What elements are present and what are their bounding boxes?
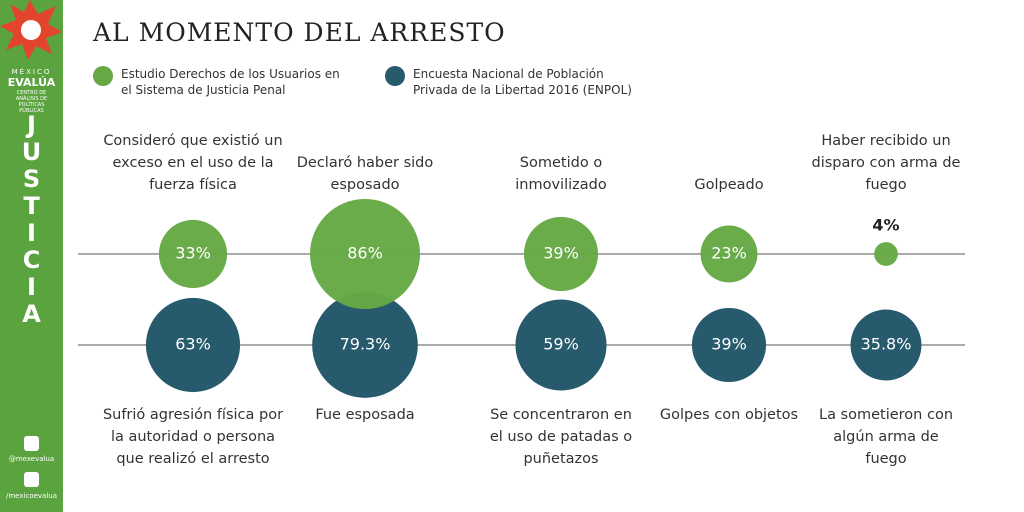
value-label: 39% xyxy=(543,244,579,263)
category-label: Haber recibido un disparo con arma de fu… xyxy=(811,133,961,193)
category-label: Sometido o inmovilizado xyxy=(515,155,607,193)
category-label: Se concentraron en el uso de patadas o p… xyxy=(489,407,633,467)
value-label: 23% xyxy=(711,244,747,263)
twitter-icon[interactable] xyxy=(24,436,39,451)
sidebar: MÉXICO EVALÚA CENTRO DE ANÁLISIS DE POLÍ… xyxy=(0,0,63,512)
category-label: Declaró haber sido esposado xyxy=(296,155,434,193)
legend-marker xyxy=(93,66,113,86)
legend-marker xyxy=(385,66,405,86)
value-label: 35.8% xyxy=(861,335,912,354)
bubble xyxy=(145,297,241,393)
section: JUSTICIA xyxy=(21,111,42,328)
category-label: La sometieron con algún arma de fuego xyxy=(818,407,954,467)
category-label: Golpeado xyxy=(694,177,764,193)
logo-star xyxy=(0,0,62,60)
value-label: 86% xyxy=(347,244,383,263)
bubble xyxy=(515,299,607,391)
facebook[interactable]: /mexicoevalua xyxy=(6,492,57,500)
legend-label: Estudio Derechos de los Usuarios en el S… xyxy=(121,67,340,97)
category-label: Consideró que existió un exceso en el us… xyxy=(103,133,283,193)
bubble xyxy=(691,307,767,383)
brand-top: MÉXICO xyxy=(11,68,52,76)
bubble xyxy=(523,216,599,292)
bubble xyxy=(312,292,418,398)
bubble xyxy=(158,219,228,289)
bubble xyxy=(700,225,758,283)
value-label: 63% xyxy=(175,335,211,354)
value-label: 79.3% xyxy=(340,335,391,354)
chart-title: AL MOMENTO DEL ARRESTO xyxy=(93,18,506,47)
bubble xyxy=(850,309,922,381)
twitter[interactable]: @mexevalua xyxy=(8,455,55,463)
legend-label: Encuesta Nacional de Población Privada d… xyxy=(413,67,632,97)
category-label: Sufrió agresión física por la autoridad … xyxy=(102,407,284,467)
facebook-icon[interactable] xyxy=(24,472,39,487)
category-label: Golpes con objetos xyxy=(659,407,799,423)
brand: EVALÚA xyxy=(7,76,56,89)
value-label: 33% xyxy=(175,244,211,263)
value-label: 39% xyxy=(711,335,747,354)
value-label: 59% xyxy=(543,335,579,354)
bubble xyxy=(874,242,898,266)
value-label: 4% xyxy=(872,216,899,235)
brand-sub: CENTRO DE ANÁLISIS DE POLÍTICAS PÚBLICAS xyxy=(15,90,48,114)
category-label: Fue esposada xyxy=(315,407,415,423)
bubble xyxy=(310,199,420,309)
